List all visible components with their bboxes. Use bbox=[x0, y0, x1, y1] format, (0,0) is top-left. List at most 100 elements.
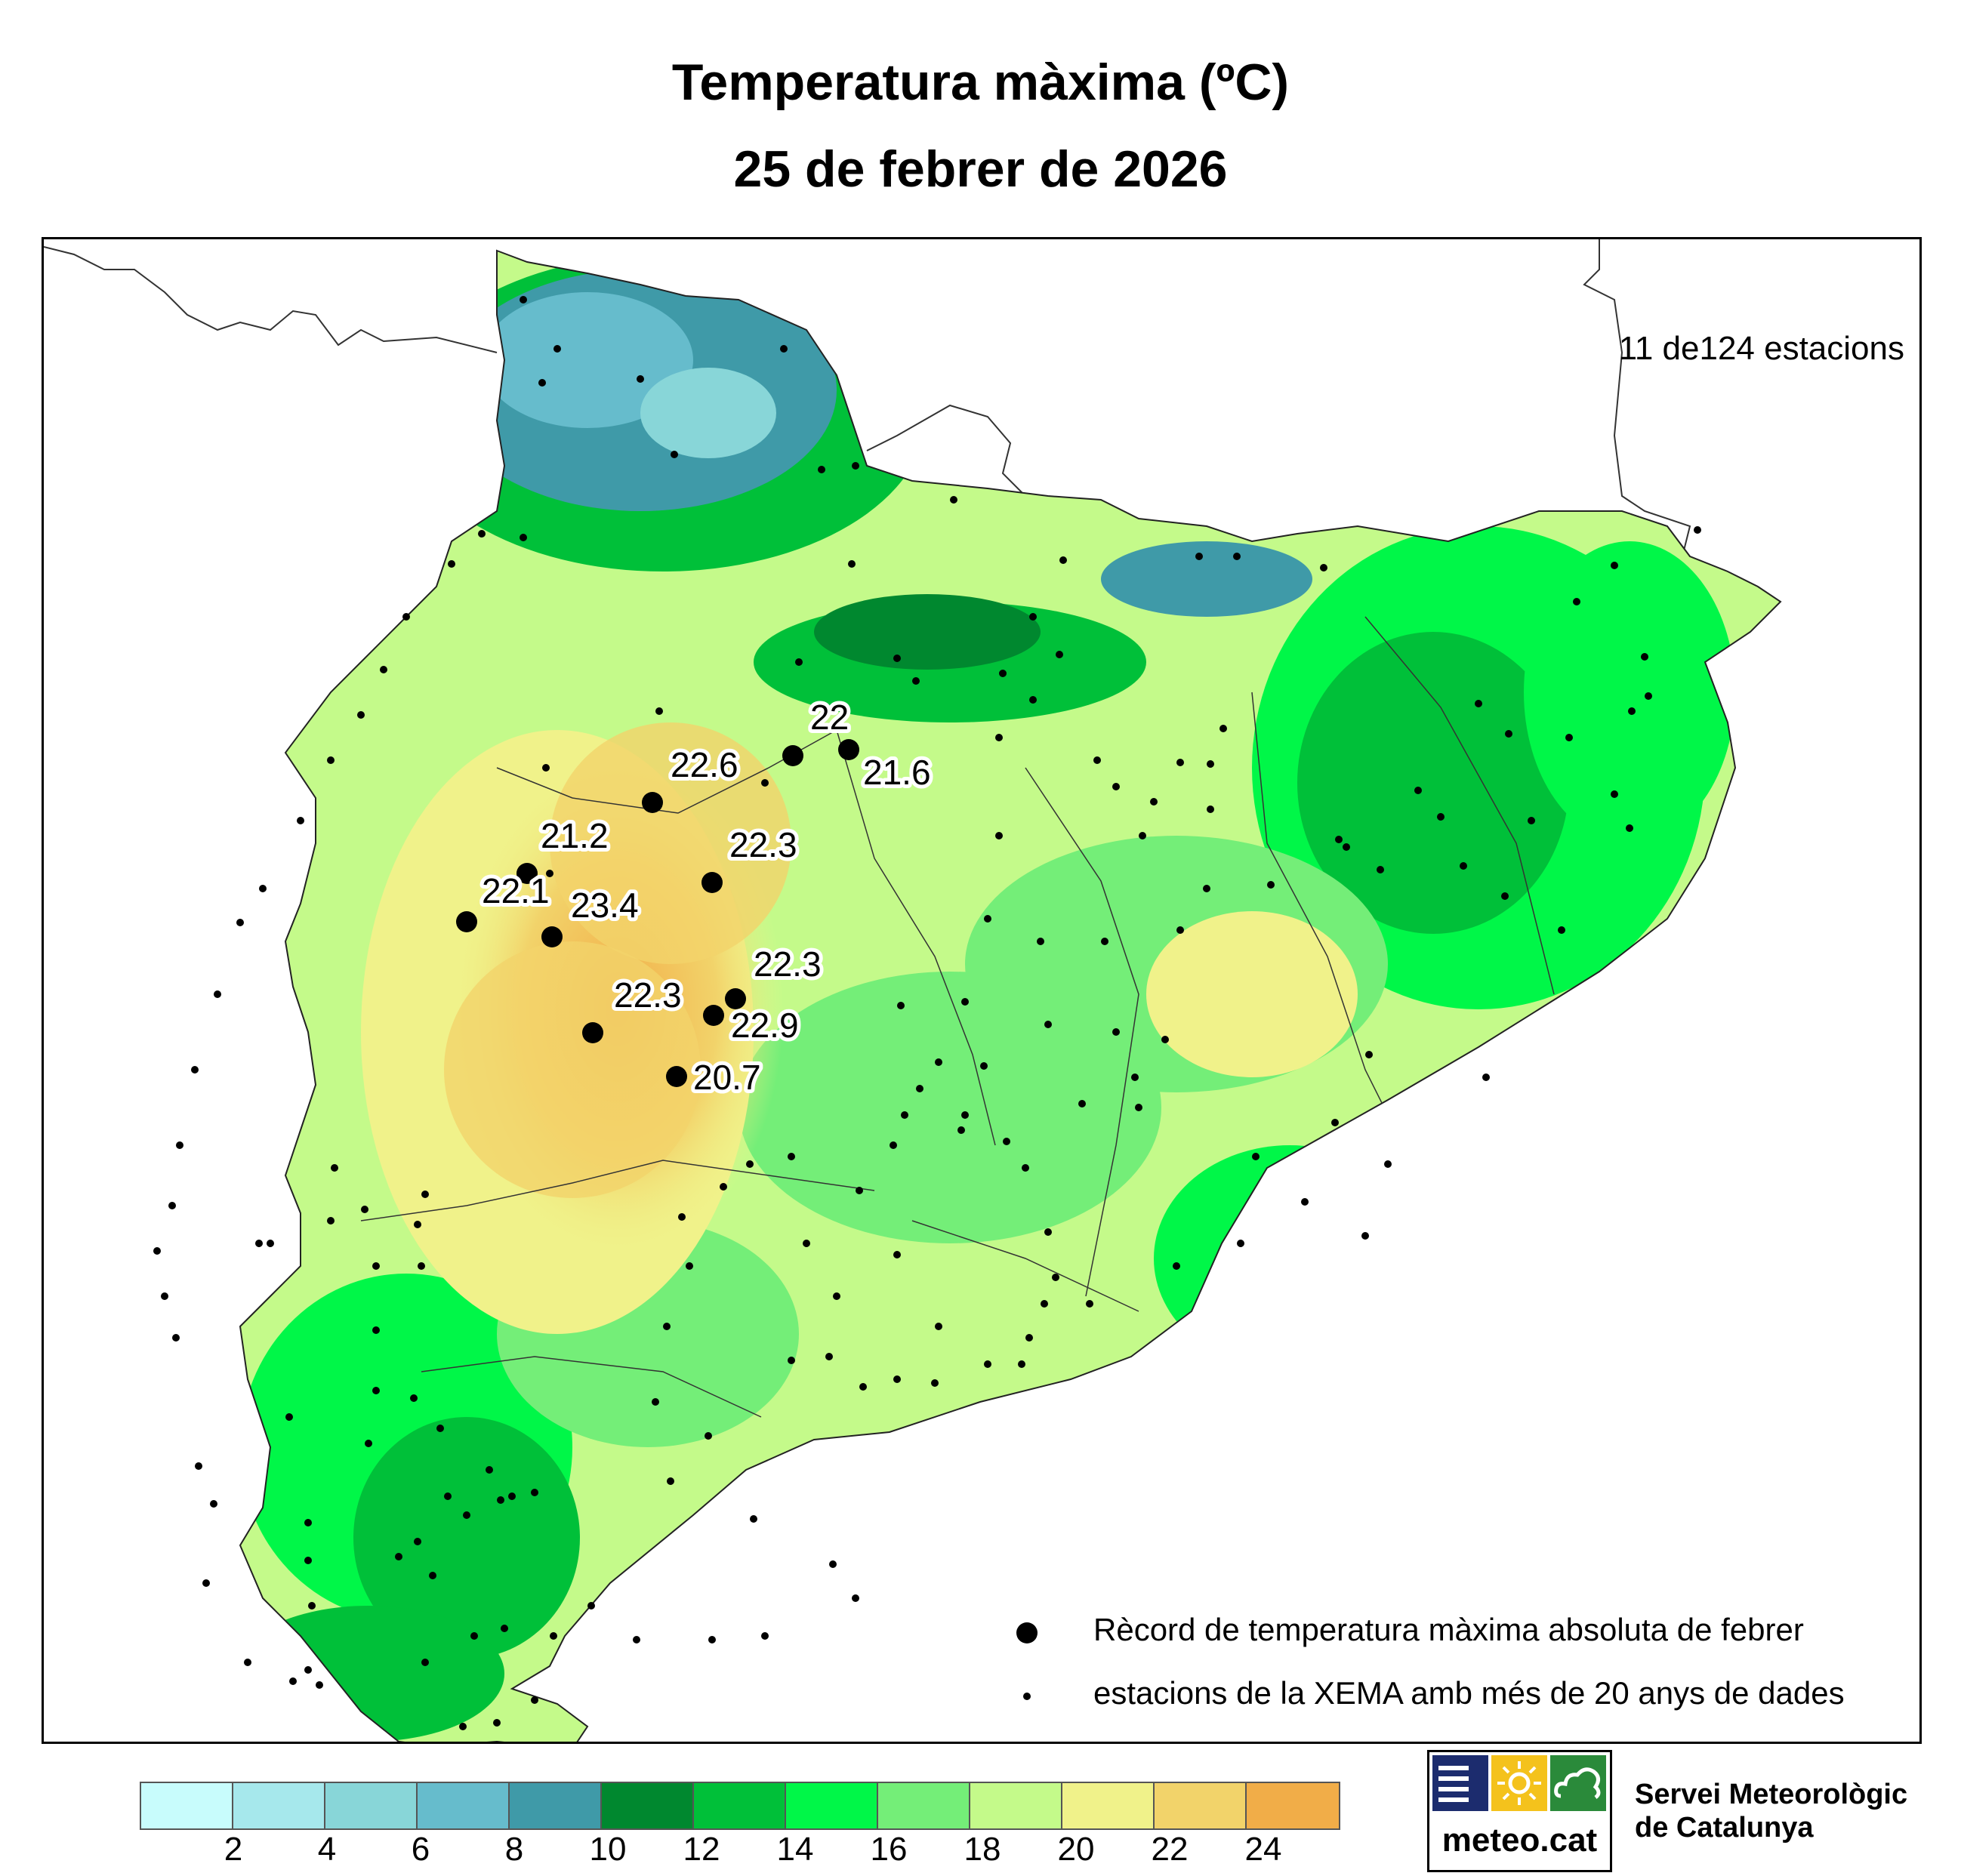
station-dot bbox=[818, 466, 825, 473]
station-dot bbox=[448, 560, 455, 568]
station-dot bbox=[750, 1515, 757, 1523]
colorbar-tick-label: 8 bbox=[504, 1831, 524, 1868]
station-dot bbox=[1252, 1153, 1260, 1160]
station-dot bbox=[372, 1262, 380, 1270]
station-dot bbox=[418, 1262, 425, 1270]
station-dot bbox=[893, 655, 901, 662]
station-dot bbox=[893, 1251, 901, 1258]
station-dot bbox=[1135, 1104, 1142, 1111]
station-dot bbox=[1565, 734, 1573, 741]
station-dot bbox=[1641, 653, 1648, 661]
station-dot bbox=[686, 1262, 693, 1270]
station-dot bbox=[984, 915, 991, 923]
temperature-field bbox=[240, 251, 1781, 1742]
station-dot bbox=[761, 1632, 769, 1640]
station-dot bbox=[788, 1357, 795, 1364]
station-dot bbox=[708, 1636, 716, 1643]
station-dot bbox=[1645, 692, 1652, 700]
catalonia-temperature-map: 22 21.6 22.6 21.2 22.3 22.1 23.4 22.3 22.3 22.9 20… bbox=[44, 239, 1781, 1742]
station-dot bbox=[1056, 651, 1063, 658]
station-dot bbox=[1694, 526, 1701, 534]
map-title: Temperatura màxima (ºC) bbox=[671, 54, 1290, 111]
station-dot bbox=[202, 1579, 210, 1587]
station-dot bbox=[1301, 1198, 1309, 1206]
station-dot bbox=[414, 1538, 421, 1545]
station-dot bbox=[493, 1719, 501, 1727]
station-dot bbox=[1195, 553, 1203, 560]
station-dot bbox=[637, 375, 644, 383]
station-dot bbox=[1203, 885, 1210, 892]
station-dot bbox=[1207, 806, 1214, 813]
record-value-label: 22.3 bbox=[614, 975, 682, 1015]
colorbar-swatch bbox=[141, 1783, 233, 1828]
station-dot bbox=[308, 1602, 316, 1610]
station-dot bbox=[176, 1141, 183, 1149]
station-dot bbox=[1482, 1074, 1490, 1081]
colorbar-tick-label: 22 bbox=[1151, 1831, 1189, 1868]
station-dot bbox=[856, 1187, 863, 1194]
station-dot bbox=[365, 1440, 372, 1447]
station-dot bbox=[780, 345, 788, 353]
station-dot bbox=[395, 1553, 402, 1560]
colorbar-tick-label: 20 bbox=[1057, 1831, 1095, 1868]
station-dot bbox=[304, 1666, 312, 1674]
station-dot bbox=[1384, 1160, 1392, 1168]
station-dot bbox=[1626, 824, 1633, 832]
station-dot bbox=[897, 1002, 905, 1009]
station-dot bbox=[667, 1477, 674, 1485]
station-dot bbox=[267, 1240, 274, 1247]
station-dot bbox=[1176, 926, 1184, 934]
station-dot bbox=[961, 998, 969, 1006]
colorbar-swatch bbox=[786, 1783, 878, 1828]
station-dot bbox=[421, 1659, 429, 1666]
station-dot bbox=[746, 1160, 754, 1168]
station-dot bbox=[1003, 1138, 1010, 1145]
station-dot bbox=[859, 1383, 867, 1391]
station-dot bbox=[195, 1462, 202, 1470]
station-dot bbox=[553, 345, 561, 353]
station-dot bbox=[1219, 725, 1227, 732]
record-value-label: 22.9 bbox=[731, 1006, 799, 1045]
station-dot bbox=[1437, 813, 1445, 821]
station-dot bbox=[372, 1326, 380, 1334]
station-dot bbox=[236, 919, 244, 926]
record-value-label: 22.6 bbox=[671, 745, 738, 784]
record-marker bbox=[516, 863, 538, 884]
station-dot bbox=[550, 1632, 557, 1640]
map-date: 25 de febrer de 2026 bbox=[733, 140, 1228, 198]
colorbar-tick-label: 12 bbox=[683, 1831, 720, 1868]
colorbar-swatch bbox=[233, 1783, 325, 1828]
record-value-label: 23.4 bbox=[571, 886, 639, 925]
colorbar-tick-label: 14 bbox=[776, 1831, 814, 1868]
station-dot bbox=[1139, 832, 1146, 839]
station-dot bbox=[1233, 553, 1241, 560]
station-dot bbox=[531, 1696, 538, 1704]
station-dot bbox=[1377, 866, 1384, 873]
station-dot bbox=[1112, 1028, 1120, 1036]
meteocat-logo: meteo.cat bbox=[1427, 1750, 1612, 1872]
station-dot bbox=[1414, 787, 1422, 794]
record-legend-marker bbox=[1016, 1622, 1038, 1643]
station-dot bbox=[678, 1213, 686, 1221]
station-dot bbox=[508, 1492, 516, 1500]
station-dot bbox=[372, 1387, 380, 1394]
station-dot bbox=[168, 1202, 176, 1209]
station-dot bbox=[961, 1111, 969, 1119]
station-dot bbox=[1335, 836, 1343, 843]
record-marker bbox=[725, 988, 746, 1009]
colorbar-swatch bbox=[1155, 1783, 1247, 1828]
station-dot bbox=[380, 666, 387, 673]
station-dot bbox=[546, 870, 553, 877]
station-dot bbox=[304, 1557, 312, 1564]
station-dot bbox=[1365, 1051, 1373, 1058]
station-dot bbox=[720, 1183, 727, 1191]
station-dot bbox=[833, 1292, 840, 1300]
station-dot bbox=[633, 1636, 640, 1643]
station-dot bbox=[470, 1632, 478, 1640]
colorbar-tick-label: 24 bbox=[1244, 1831, 1282, 1868]
station-dot bbox=[520, 296, 527, 303]
station-dot bbox=[671, 451, 678, 458]
station-dot bbox=[1029, 613, 1037, 621]
record-value-label: 22 bbox=[810, 698, 849, 737]
station-dot bbox=[1331, 1119, 1339, 1126]
